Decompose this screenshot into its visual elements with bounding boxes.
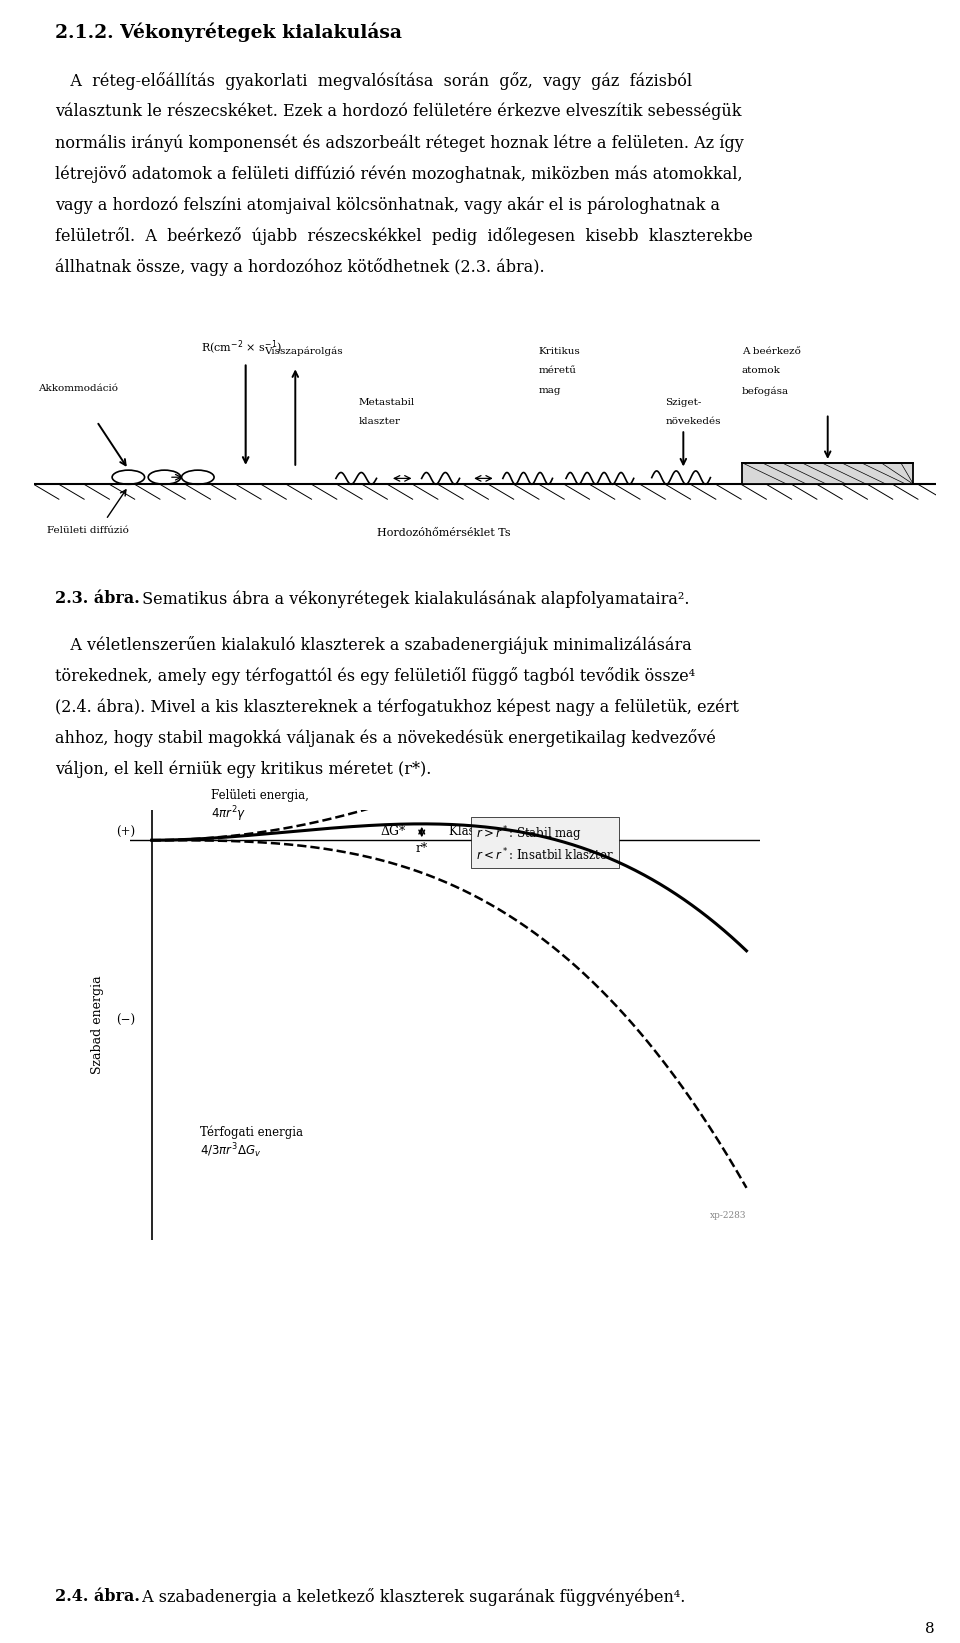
Text: Szabad energia: Szabad energia — [91, 976, 104, 1075]
Text: ΔG*: ΔG* — [380, 825, 405, 838]
Text: befogása: befogása — [742, 386, 789, 396]
Text: Metastabil: Metastabil — [358, 398, 415, 407]
Text: r*: r* — [416, 841, 428, 854]
Text: Sziget-: Sziget- — [665, 398, 702, 407]
Text: Felületi energia,
$4\pi r^2\gamma$: Felületi energia, $4\pi r^2\gamma$ — [211, 789, 309, 825]
Bar — [742, 463, 914, 485]
Text: (−): (−) — [116, 1014, 135, 1027]
Text: méretű: méretű — [539, 366, 577, 376]
Text: 2.4. ábra.: 2.4. ábra. — [55, 1589, 140, 1605]
Text: törekednek, amely egy térfogattól és egy felületiől függő tagból tevődik össze⁴: törekednek, amely egy térfogattól és egy… — [55, 667, 695, 685]
Text: 8: 8 — [925, 1622, 935, 1636]
Text: 2.1.2. Vékonyrétegek kialakulása: 2.1.2. Vékonyrétegek kialakulása — [55, 21, 402, 41]
Text: xp-2283: xp-2283 — [710, 1211, 747, 1221]
Text: 2.3. ábra.: 2.3. ábra. — [55, 590, 140, 606]
Text: Visszapárolgás: Visszapárolgás — [264, 347, 343, 357]
Text: állhatnak össze, vagy a hordozóhoz kötődhetnek (2.3. ábra).: állhatnak össze, vagy a hordozóhoz kötőd… — [55, 258, 544, 276]
Text: Hordozóhőmérséklet Ts: Hordozóhőmérséklet Ts — [376, 527, 510, 537]
Text: A szabadenergia a keletkező klaszterek sugarának függvényében⁴.: A szabadenergia a keletkező klaszterek s… — [137, 1589, 685, 1605]
Text: A  réteg-előállítás  gyakorlati  megvalósítása  során  gőz,  vagy  gáz  fázisból: A réteg-előállítás gyakorlati megvalósít… — [55, 72, 692, 90]
Text: vagy a hordozó felszíni atomjaival kölcsönhatnak, vagy akár el is párologhatnak : vagy a hordozó felszíni atomjaival kölcs… — [55, 196, 720, 214]
Text: (2.4. ábra). Mivel a kis klasztereknek a térfogatukhoz képest nagy a felületük, : (2.4. ábra). Mivel a kis klasztereknek a… — [55, 698, 739, 715]
Text: atomok: atomok — [742, 366, 780, 376]
Text: választunk le részecskéket. Ezek a hordozó felületére érkezve elveszítik sebessé: választunk le részecskéket. Ezek a hordo… — [55, 104, 741, 120]
Text: Teljes szabad energia: Teljes szabad energia — [490, 836, 618, 849]
Text: klaszter: klaszter — [358, 417, 400, 427]
Text: A beérkező: A beérkező — [742, 347, 801, 357]
Text: R(cm$^{-2}$ × s$^{-1}$): R(cm$^{-2}$ × s$^{-1}$) — [201, 338, 281, 357]
Text: ahhoz, hogy stabil magokká váljanak és a növekedésük energetikailag kedvezővé: ahhoz, hogy stabil magokká váljanak és a… — [55, 729, 716, 748]
Text: (+): (+) — [116, 825, 135, 838]
Text: növekedés: növekedés — [665, 417, 721, 427]
Text: Sematikus ábra a vékonyrétegek kialakulásának alapfolyamataira².: Sematikus ábra a vékonyrétegek kialakulá… — [137, 590, 689, 608]
Text: felületről.  A  beérkező  újabb  részecskékkel  pedig  időlegesen  kisebb  klasz: felületről. A beérkező újabb részecskékk… — [55, 227, 753, 245]
Text: létrejövő adatomok a felületi diffúzió révén mozoghatnak, miközben más atomokkal: létrejövő adatomok a felületi diffúzió r… — [55, 164, 743, 182]
Text: A véletlenszerűen kialakuló klaszterek a szabadenergiájuk minimalizálására: A véletlenszerűen kialakuló klaszterek a… — [55, 636, 692, 654]
Text: mag: mag — [539, 386, 562, 394]
Text: Akkommodáció: Akkommodáció — [38, 384, 118, 393]
Text: normális irányú komponensét és adszorbeált réteget hoznak létre a felületen. Az : normális irányú komponensét és adszorbeá… — [55, 135, 744, 151]
Text: váljon, el kell érniük egy kritikus méretet (r*).: váljon, el kell érniük egy kritikus mére… — [55, 761, 431, 777]
Text: Felületi diffúzió: Felületi diffúzió — [47, 526, 129, 534]
Text: Térfogati energia
$4/3\pi r^3\Delta G_v$: Térfogati energia $4/3\pi r^3\Delta G_v$ — [201, 1125, 303, 1160]
Text: Kritikus: Kritikus — [539, 347, 581, 357]
Text: Klaszterméret, r: Klaszterméret, r — [448, 825, 546, 838]
Text: $r > r^*$: Stabil mag
$r < r^*$: Insatbil klaszter: $r > r^*$: Stabil mag $r < r^*$: Insatbi… — [476, 825, 614, 864]
